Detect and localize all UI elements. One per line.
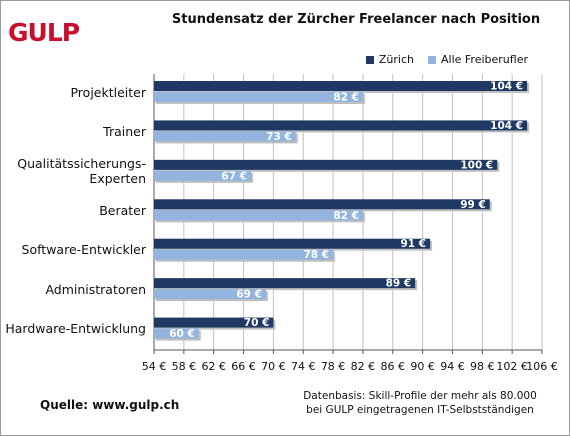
- footnote-line-1: Datenbasis: Skill-Profile der mehr als 8…: [303, 390, 537, 402]
- gulp-logo: GULP: [8, 18, 80, 47]
- x-tick-label-106: 106 €: [526, 360, 558, 373]
- x-tick-label-66: 66 €: [231, 360, 256, 373]
- legend-item-alle: Alle Freiberufler: [428, 53, 528, 66]
- category-label-line: Administratoren: [45, 281, 146, 297]
- category-label-line: Trainer: [103, 123, 146, 139]
- x-tick-label-74: 74 €: [291, 360, 316, 373]
- value-label-berater-zuerich: 99 €: [460, 199, 486, 211]
- x-tick-label-86: 86 €: [381, 360, 406, 373]
- bar-hardware-entwicklung-alle: [154, 328, 199, 339]
- category-label: Software-Entwickler: [0, 242, 146, 257]
- value-label-trainer-alle: 73 €: [266, 131, 292, 143]
- value-label-berater-alle: 82 €: [333, 210, 359, 222]
- category-label-line: Projektleiter: [70, 84, 146, 100]
- x-tick-label-82: 82 €: [351, 360, 376, 373]
- category-label-line: Experten: [89, 170, 146, 186]
- value-label-qualit-tssicherungs-experten-zuerich: 100 €: [460, 159, 493, 171]
- footnote: Datenbasis: Skill-Profile der mehr als 8…: [300, 389, 540, 417]
- bar-hardware-entwicklung-zuerich: [154, 317, 274, 328]
- category-label-line: Hardware-Entwicklung: [5, 321, 146, 337]
- x-tick-label-102: 102 €: [496, 360, 528, 373]
- x-tick-label-62: 62 €: [201, 360, 226, 373]
- category-label: Berater: [0, 203, 146, 218]
- legend: Zürich Alle Freiberufler: [365, 53, 528, 66]
- x-tick-label-58: 58 €: [172, 360, 197, 373]
- legend-label-alle: Alle Freiberufler: [441, 53, 528, 66]
- legend-item-zuerich: Zürich: [365, 53, 414, 66]
- chart-title: Stundensatz der Zürcher Freelancer nach …: [171, 12, 541, 27]
- bar-qualit-tssicherungs-experten-zuerich: [154, 159, 498, 170]
- category-label: Projektleiter: [0, 85, 146, 100]
- value-label-administratoren-zuerich: 89 €: [386, 278, 412, 290]
- category-label-line: Software-Entwickler: [21, 242, 146, 258]
- x-tick-label-70: 70 €: [261, 360, 286, 373]
- x-tick-label-90: 90 €: [410, 360, 435, 373]
- legend-label-zuerich: Zürich: [378, 53, 414, 66]
- footnote-line-2: bei GULP eingetragenen IT-Selbstständige…: [306, 404, 534, 416]
- x-tick-label-98: 98 €: [470, 360, 495, 373]
- category-label: Trainer: [0, 124, 146, 139]
- category-label-line: Qualitätssicherungs-: [17, 155, 146, 171]
- category-label: Administratoren: [0, 282, 146, 297]
- legend-swatch-zuerich: [365, 55, 374, 64]
- source-label: Quelle: www.gulp.ch: [40, 398, 180, 412]
- bar-administratoren-zuerich: [154, 278, 416, 289]
- value-label-hardware-entwicklung-zuerich: 70 €: [244, 317, 270, 329]
- bar-software-entwickler-alle: [154, 249, 334, 260]
- value-label-projektleiter-alle: 82 €: [333, 92, 359, 104]
- bar-software-entwickler-zuerich: [154, 238, 431, 249]
- bar-trainer-zuerich: [154, 120, 528, 131]
- category-label: Qualitätssicherungs- Experten: [0, 156, 146, 186]
- bar-berater-zuerich: [154, 199, 490, 210]
- value-label-software-entwickler-zuerich: 91 €: [400, 238, 426, 250]
- legend-swatch-alle: [428, 55, 436, 64]
- value-label-administratoren-alle: 69 €: [236, 289, 262, 301]
- bar-qualit-tssicherungs-experten-alle: [154, 170, 251, 181]
- bar-berater-alle: [154, 210, 363, 221]
- bar-projektleiter-alle: [154, 92, 363, 102]
- x-tick-label-78: 78 €: [321, 360, 346, 373]
- x-tick-label-94: 94 €: [440, 360, 465, 373]
- x-tick-label-54: 54 €: [142, 360, 167, 373]
- value-label-trainer-zuerich: 104 €: [490, 120, 523, 132]
- value-label-qualit-tssicherungs-experten-alle: 67 €: [221, 170, 247, 182]
- bar-projektleiter-zuerich: [154, 81, 528, 91]
- value-label-hardware-entwicklung-alle: 60 €: [169, 328, 195, 340]
- category-label-line: Berater: [99, 202, 146, 218]
- bar-trainer-alle: [154, 131, 296, 142]
- category-label: Hardware-Entwicklung: [0, 321, 146, 336]
- value-label-software-entwickler-alle: 78 €: [303, 249, 329, 261]
- bar-administratoren-alle: [154, 289, 266, 300]
- value-label-projektleiter-zuerich: 104 €: [490, 81, 523, 93]
